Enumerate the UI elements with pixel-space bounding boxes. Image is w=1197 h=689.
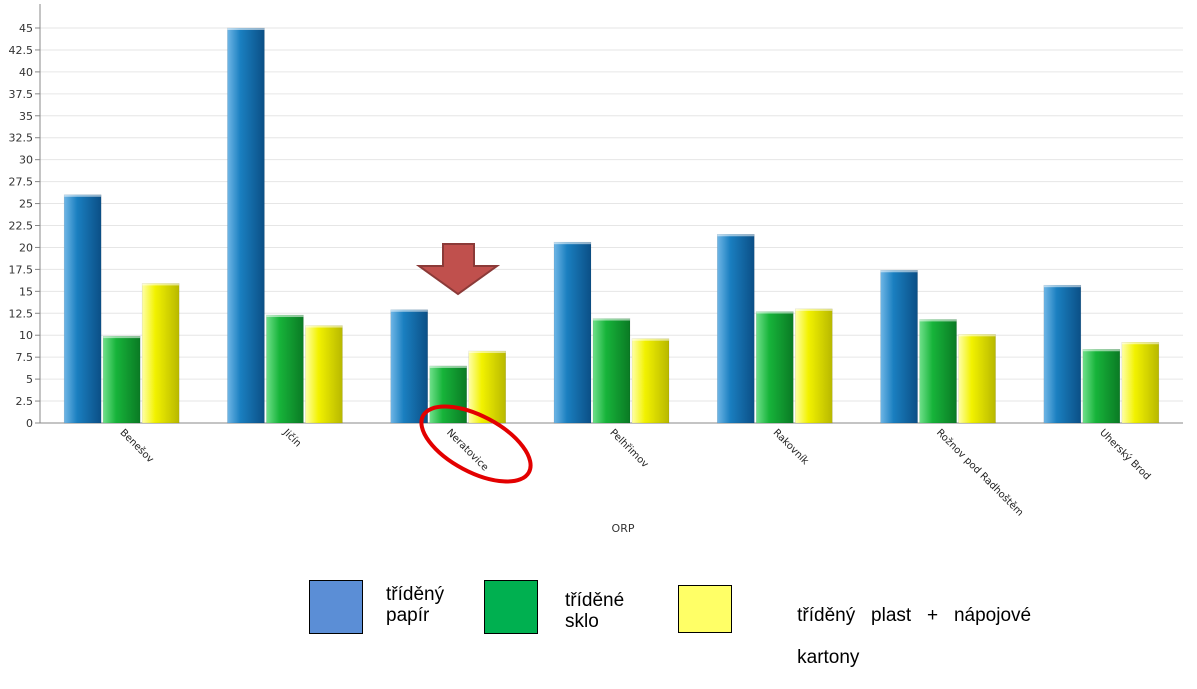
bar-5-0: [881, 270, 918, 423]
bar-1-0: [227, 28, 264, 423]
bar-0-2: [142, 283, 179, 423]
bar-1-2: [305, 326, 342, 423]
legend-label-sklo-line1: tříděné: [565, 590, 624, 611]
bar-6-0: [1044, 285, 1081, 423]
bar-chart: 0 2.5 5 7.5 10 12.5 15 17.5 20 22.5 25 27.5 30 32.5 35…: [0, 0, 1197, 575]
x-tick-label: Pelhřimov: [607, 427, 651, 471]
y-tick-label: 20: [19, 241, 33, 254]
bar-highlight: [305, 326, 342, 328]
bar-highlight: [1044, 285, 1081, 287]
bar-highlight: [103, 336, 140, 338]
bar-highlight: [632, 339, 669, 341]
x-axis-title: ORP: [612, 522, 635, 535]
legend-swatch-sklo: [484, 580, 538, 634]
bar-highlight: [430, 366, 467, 368]
bar-3-2: [632, 339, 669, 423]
x-tick-label: Rožnov pod Radhoštěm: [934, 427, 1026, 519]
legend-label-sklo-line2: sklo: [565, 611, 599, 632]
bar-2-0: [391, 310, 428, 423]
bar-highlight: [920, 319, 957, 321]
y-tick-label: 32.5: [9, 132, 34, 145]
y-tick-label: 17.5: [9, 263, 34, 276]
bar-5-2: [959, 334, 996, 423]
bar-6-1: [1083, 349, 1120, 423]
y-tick-label: 40: [19, 66, 33, 79]
bar-4-2: [795, 309, 832, 423]
legend-label-plast-line1: tříděný plast + nápojové: [797, 605, 1031, 626]
legend-label-plast-line2: kartony: [797, 647, 859, 668]
bar-highlight: [881, 270, 918, 272]
bar-1-1: [266, 315, 303, 423]
legend-label-papir-line1: tříděný: [386, 584, 444, 605]
y-tick-label: 15: [19, 285, 33, 298]
x-tick-label: Neratovice: [444, 427, 490, 473]
bar-highlight: [1122, 342, 1159, 344]
y-tick-label: 2.5: [16, 395, 34, 408]
y-tick-label: 25: [19, 198, 33, 211]
bar-highlight: [391, 310, 428, 312]
y-tick-label: 45: [19, 22, 33, 35]
x-tick-label: Uherský Brod: [1097, 427, 1153, 483]
legend-label-sklo: tříděné sklo: [565, 590, 645, 632]
bar-4-1: [756, 312, 793, 423]
legend-swatch-plast: [678, 585, 732, 633]
y-tick-label: 27.5: [9, 176, 34, 189]
x-tick-label: Benešov: [118, 427, 157, 466]
bar-3-0: [554, 242, 591, 423]
bar-highlight: [959, 334, 996, 336]
y-tick-label: 42.5: [9, 44, 34, 57]
down-arrow-annotation: [419, 244, 497, 294]
bar-highlight: [227, 28, 264, 30]
y-tick-label: 0: [26, 417, 33, 430]
x-tick-label: Rakovník: [771, 427, 812, 468]
bar-highlight: [554, 242, 591, 244]
bar-highlight: [266, 315, 303, 317]
x-axis: Benešov Jičín Neratovice Pelhřimov Rakovník R…: [118, 426, 1153, 519]
y-tick-label: 5: [26, 373, 33, 386]
legend-label-papir-line2: papír: [386, 605, 429, 626]
bar-highlight: [469, 351, 506, 353]
bar-2-1: [430, 366, 467, 423]
x-tick-label: Jičín: [280, 426, 304, 450]
bar-highlight: [717, 234, 754, 236]
y-tick-label: 7.5: [16, 351, 34, 364]
bar-6-2: [1122, 342, 1159, 423]
bar-highlight: [593, 319, 630, 321]
legend-swatch-papir: [309, 580, 363, 634]
bar-highlight: [795, 309, 832, 311]
y-tick-label: 10: [19, 329, 33, 342]
bar-highlight: [64, 195, 101, 197]
y-tick-label: 22.5: [9, 220, 34, 233]
bar-highlight: [142, 283, 179, 285]
y-tick-label: 12.5: [9, 307, 34, 320]
y-tick-label: 35: [19, 110, 33, 123]
y-tick-label: 30: [19, 154, 33, 167]
bar-3-1: [593, 319, 630, 423]
bar-4-0: [717, 234, 754, 423]
bar-highlight: [756, 312, 793, 314]
legend-label-papir: tříděný papír: [386, 584, 466, 626]
bar-5-1: [920, 319, 957, 423]
legend-label-plast: tříděný plast + nápojové kartony: [776, 584, 1076, 689]
bar-0-0: [64, 195, 101, 423]
bar-0-1: [103, 336, 140, 423]
bar-highlight: [1083, 349, 1120, 351]
y-tick-label: 37.5: [9, 88, 34, 101]
legend: tříděný papír tříděné sklo tříděný plast…: [0, 575, 1197, 631]
